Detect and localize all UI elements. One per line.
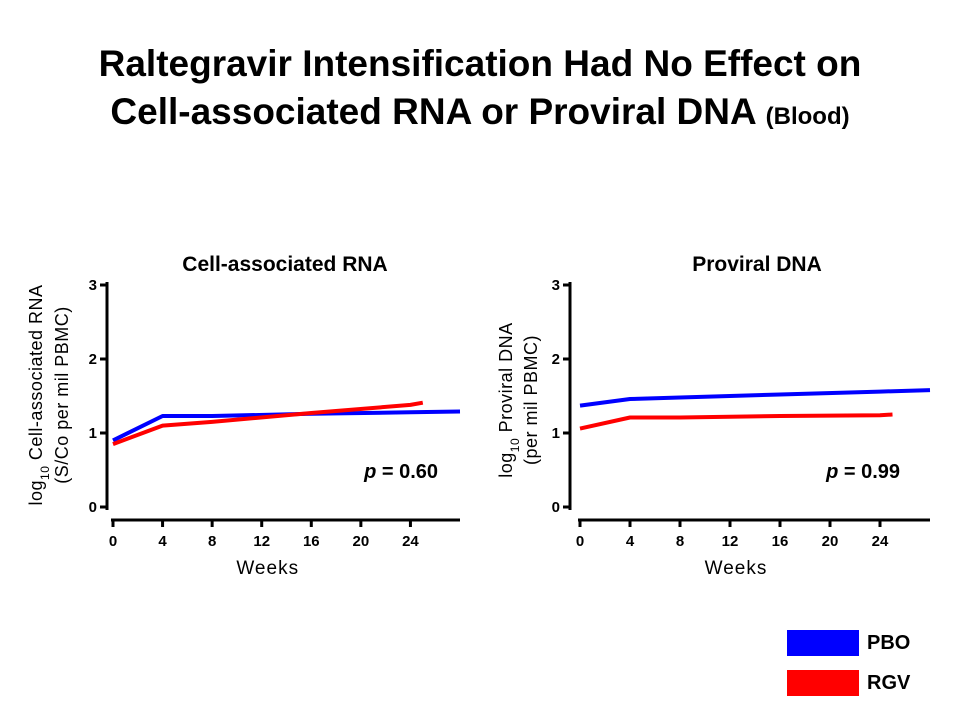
x-tick-label: 12	[722, 533, 739, 550]
series-line-pbo	[112, 409, 461, 443]
x-tick-label: 20	[822, 533, 839, 550]
y-axis-label-line2: (per mil PBMC)	[521, 335, 541, 465]
x-tick-label: 24	[402, 533, 419, 550]
legend-label-rgv: RGV	[867, 672, 911, 694]
legend-swatch-pbo	[787, 630, 859, 656]
legend-swatch-rgv	[787, 670, 859, 696]
y-axis-label-line2: (S/Co per mil PBMC)	[52, 306, 72, 484]
y-axis-label-subscript: 10	[38, 466, 52, 480]
y-axis-label-prefix: log	[496, 452, 516, 478]
x-tick-label: 0	[109, 533, 117, 550]
y-axis-label-main: Cell-associated RNA	[26, 285, 46, 466]
series-line-pbo	[579, 388, 931, 408]
y-axis-label-prefix: log	[26, 480, 46, 506]
y-axis-label-line1: log10 Proviral DNA	[496, 322, 522, 477]
chart-title: Cell-associated RNA	[182, 253, 387, 276]
slide-title-line2-small: (Blood)	[765, 103, 850, 130]
y-axis-label-line1: log10 Cell-associated RNA	[26, 285, 52, 506]
y-tick-label: 2	[89, 351, 97, 368]
y-tick-label: 1	[552, 425, 560, 442]
y-tick-label: 1	[89, 425, 97, 442]
slide-title-line2: Cell-associated RNA or Proviral DNA (Blo…	[0, 88, 960, 141]
x-axis-label: Weeks	[236, 558, 299, 579]
x-tick-label: 0	[576, 533, 584, 550]
legend-label-pbo: PBO	[867, 632, 911, 654]
y-tick-label: 2	[552, 351, 560, 368]
x-tick-label: 8	[208, 533, 216, 550]
p-value-annotation: p = 0.60	[363, 461, 438, 483]
slide-title-line2-main: Cell-associated RNA or Proviral DNA	[110, 91, 756, 132]
y-axis-label-main: Proviral DNA	[496, 322, 516, 438]
slide-title-line1: Raltegravir Intensification Had No Effec…	[98, 43, 862, 84]
x-tick-label: 24	[872, 533, 889, 550]
x-axis-label: Weeks	[705, 558, 768, 579]
x-tick-label: 8	[676, 533, 684, 550]
x-tick-label: 12	[253, 533, 270, 550]
legend-item-rgv: RGV	[787, 670, 947, 696]
x-tick-label: 4	[626, 533, 635, 550]
chart-title: Proviral DNA	[692, 253, 822, 276]
p-value-text: = 0.60	[376, 461, 438, 483]
x-tick-label: 4	[158, 533, 167, 550]
p-value-symbol: p	[825, 461, 838, 483]
y-tick-label: 0	[89, 499, 97, 516]
legend-item-pbo: PBO	[787, 630, 947, 656]
y-tick-label: 3	[552, 277, 560, 294]
series-line-rgv	[579, 412, 893, 431]
p-value-annotation: p = 0.99	[825, 461, 900, 483]
x-tick-label: 16	[772, 533, 789, 550]
y-axis-label-subscript: 10	[508, 438, 522, 452]
y-tick-label: 3	[89, 277, 97, 294]
x-tick-label: 16	[303, 533, 320, 550]
p-value-symbol: p	[363, 461, 376, 483]
p-value-text: = 0.99	[838, 461, 900, 483]
x-tick-label: 20	[353, 533, 370, 550]
y-tick-label: 0	[552, 499, 560, 516]
series-line-rgv	[112, 400, 424, 446]
slide-title: Raltegravir Intensification Had No Effec…	[0, 40, 960, 141]
